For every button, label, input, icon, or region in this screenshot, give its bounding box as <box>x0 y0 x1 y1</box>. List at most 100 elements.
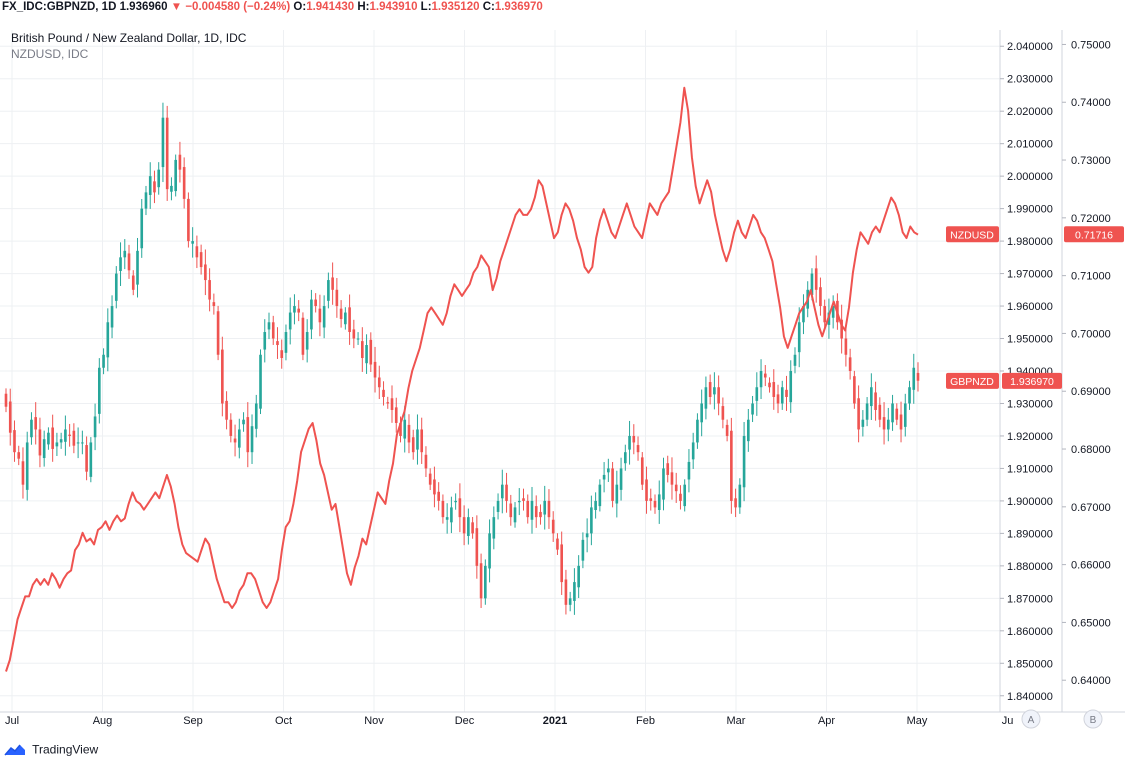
axis-b-button[interactable] <box>1083 709 1103 729</box>
candle-body <box>233 438 237 443</box>
candle-body <box>42 439 46 459</box>
candle-body <box>666 463 670 475</box>
candle-body <box>585 533 589 538</box>
y-tick-b-label: 0.69000 <box>1071 386 1111 398</box>
candle-body <box>221 349 224 404</box>
candle-body <box>288 312 292 330</box>
candle-body <box>814 268 818 290</box>
candle-body <box>403 419 407 439</box>
candle-body <box>488 533 491 569</box>
candle-body <box>645 479 648 501</box>
low-label: L: <box>420 1 432 13</box>
candle-body <box>102 354 105 368</box>
symbol-name[interactable]: FX_IDC:GBPNZD, 1D <box>2 1 117 13</box>
candle-body <box>810 273 814 296</box>
candle-body <box>161 117 165 168</box>
candle-body <box>708 382 712 397</box>
candle-body <box>4 393 8 407</box>
candle-body <box>297 308 301 313</box>
candle-body <box>534 506 538 518</box>
candle-body <box>81 442 84 444</box>
candle-body <box>98 367 101 414</box>
candle-body <box>653 500 657 508</box>
axis-b-button-label[interactable]: B <box>1090 715 1097 726</box>
candle-body <box>59 439 63 443</box>
candle-body <box>254 403 258 429</box>
y-tick-a-label: 1.900000 <box>1007 496 1053 508</box>
candle-body <box>280 350 284 359</box>
candle-body <box>114 273 118 301</box>
candle-body <box>335 289 339 307</box>
candle-body <box>636 445 640 453</box>
candle-body <box>802 306 805 323</box>
y-tick-b-label: 0.66000 <box>1071 560 1111 572</box>
candle-body <box>187 198 190 242</box>
x-tick-label: Ju <box>1002 715 1014 727</box>
candle-body <box>445 517 449 520</box>
tradingview-logo-icon <box>4 742 26 759</box>
candle-body <box>870 387 873 407</box>
candle-body <box>195 246 199 258</box>
candle-body <box>590 507 593 534</box>
candle-body <box>140 208 144 249</box>
candle-body <box>212 302 216 307</box>
candle-body <box>509 503 513 518</box>
candle-body <box>450 507 453 523</box>
candle-body <box>64 429 67 442</box>
y-tick-b-label: 0.73000 <box>1071 155 1111 167</box>
candle-body <box>170 185 173 192</box>
y-tick-a-label: 1.990000 <box>1007 204 1053 216</box>
candle-body <box>505 484 508 501</box>
candle-body <box>831 306 835 318</box>
candle-body <box>204 264 207 281</box>
candle-body <box>628 435 631 450</box>
candle-body <box>34 417 38 430</box>
candle-body <box>386 402 390 404</box>
high-value: 1.943910 <box>369 1 418 13</box>
candle-body <box>339 308 343 320</box>
candle-body <box>178 154 182 170</box>
candle-body <box>691 442 695 460</box>
candle-body <box>119 257 122 271</box>
overlay-series-legend[interactable]: NZDUSD, IDC <box>11 47 89 61</box>
candle-body <box>416 429 419 450</box>
candle-body <box>500 484 504 499</box>
candle-body <box>623 452 627 464</box>
candle-body <box>437 491 440 501</box>
price-badges: GBPNZD 1.936970 NZDUSD 0.71716 <box>946 226 1124 389</box>
x-axis-ticks: Jul Aug Sep Oct Nov Dec 2021 Feb Mar Apr May Ju <box>5 715 1013 727</box>
candle-body <box>399 422 402 436</box>
candle-body <box>759 371 763 388</box>
candle-body <box>47 432 50 445</box>
candle-body <box>123 250 127 258</box>
y-tick-a-label: 1.950000 <box>1007 334 1053 346</box>
candle-body <box>246 417 250 453</box>
main-series-legend[interactable]: British Pound / New Zealand Dollar, 1D, … <box>11 31 247 45</box>
axis-a-button-label[interactable]: A <box>1028 715 1035 726</box>
nzdusd-name-text: NZDUSD <box>950 229 994 241</box>
nzdusd-line-group <box>5 86 919 672</box>
candle-body <box>662 468 665 500</box>
candle-body <box>551 519 555 534</box>
candle-body <box>271 322 275 339</box>
nzdusd-name-badge <box>946 226 999 243</box>
candle-body <box>51 427 54 449</box>
candle-body <box>819 287 822 307</box>
axis-a-button[interactable] <box>1021 709 1041 729</box>
footer-brand[interactable]: TradingView <box>4 742 98 759</box>
candle-body <box>539 511 542 518</box>
candle-body <box>734 498 737 508</box>
y-tick-a-label: 1.970000 <box>1007 269 1053 281</box>
candle-body <box>526 500 530 518</box>
candle-body <box>853 376 856 404</box>
y-tick-a-label: 2.020000 <box>1007 106 1053 118</box>
candle-body <box>899 414 903 430</box>
candle-body <box>674 484 678 492</box>
y-tick-a-label: 2.000000 <box>1007 171 1053 183</box>
candle-body <box>581 539 585 561</box>
x-tick-label: Sep <box>183 715 203 727</box>
grid-lines <box>0 30 1000 712</box>
